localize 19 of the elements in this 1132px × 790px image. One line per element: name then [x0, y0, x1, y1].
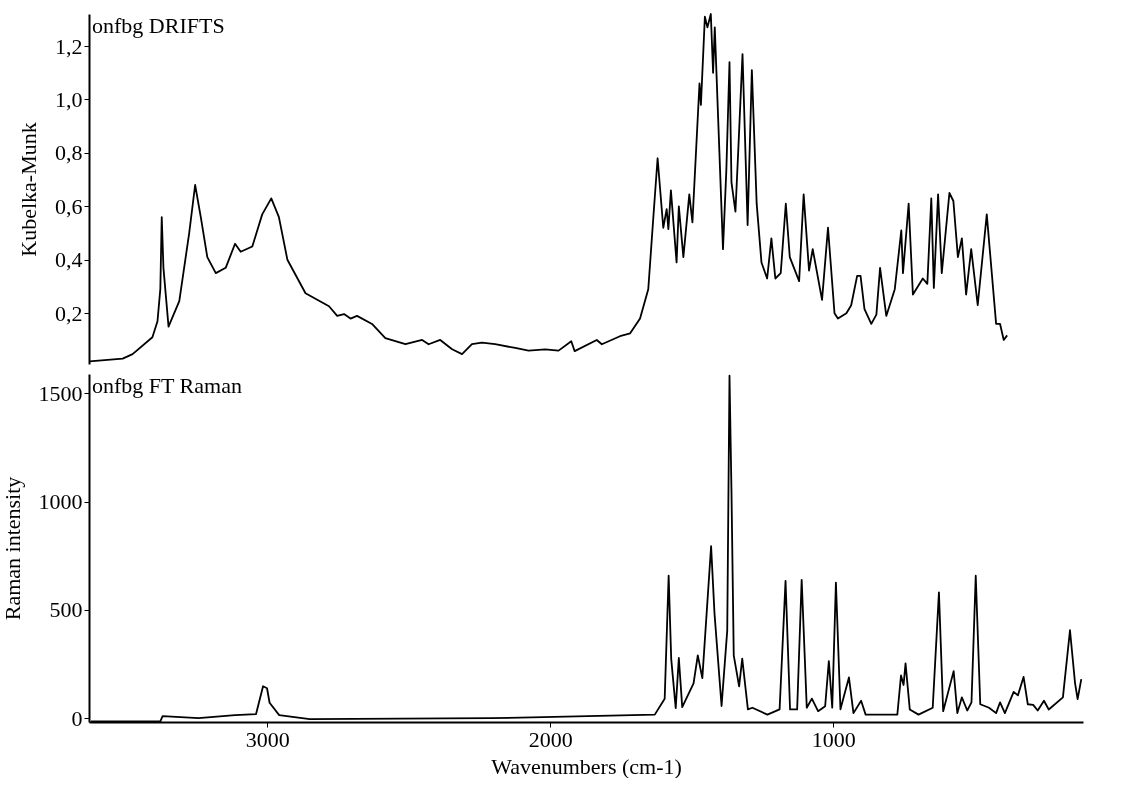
- y-tick-label: 1000: [38, 489, 83, 515]
- y-tick-label: 0,4: [55, 247, 83, 273]
- chart-title: onfbg FT Raman: [92, 373, 242, 398]
- y-tick-label: 1500: [38, 380, 83, 406]
- line-series: [88, 13, 1009, 363]
- y-tick-label: 500: [49, 597, 83, 623]
- y-tick-label: 0,2: [55, 300, 83, 326]
- y-tick-label: 1,0: [55, 87, 83, 112]
- x-tick-label: 1000: [811, 726, 856, 752]
- chart-title: onfbg DRIFTS: [92, 13, 225, 38]
- y-tick-label: 1,2: [55, 33, 83, 59]
- x-axis-title: Wavenumbers (cm-1): [491, 753, 682, 779]
- y-axis-title: Kubelka-Munk: [16, 122, 41, 257]
- y-tick-label: 0,6: [55, 193, 83, 219]
- y-axis-title: Raman intensity: [0, 476, 25, 621]
- y-tick-label: 0: [71, 705, 83, 731]
- x-tick-label: 3000: [245, 726, 290, 752]
- y-tick-label: 0,8: [55, 140, 83, 166]
- x-tick-label: 2000: [528, 726, 573, 752]
